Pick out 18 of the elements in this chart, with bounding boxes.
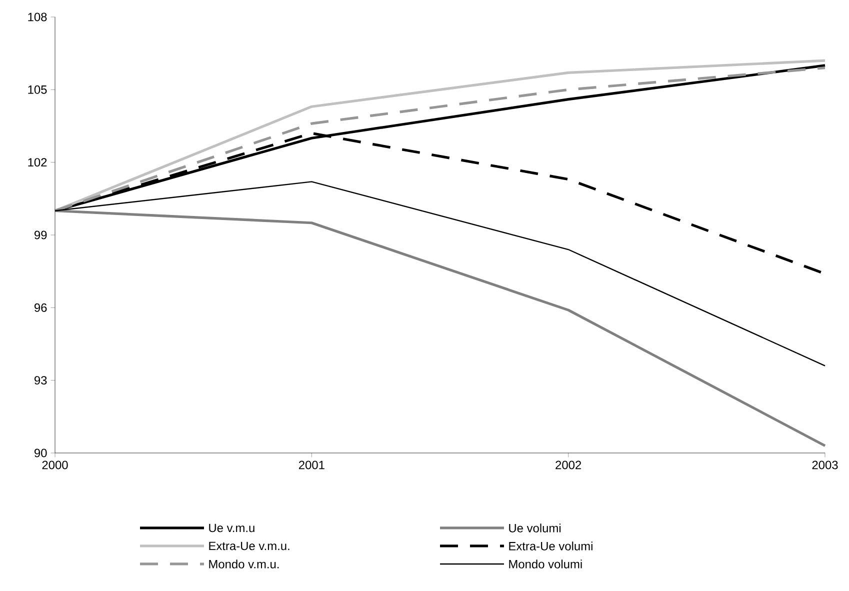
legend-label: Mondo volumi	[509, 560, 582, 568]
y-tick-label: 108	[28, 12, 47, 22]
x-tick-label: 2002	[556, 460, 582, 470]
legend-label: Mondo v.m.u.	[209, 560, 279, 568]
legend-label: Extra-Ue volumi	[509, 542, 592, 550]
y-tick-label: 90	[34, 448, 47, 458]
y-tick-label: 102	[28, 158, 47, 167]
y-tick-label: 105	[28, 85, 47, 94]
line-series	[54, 209, 826, 448]
x-tick-label: 2003	[812, 460, 838, 470]
x-tick-label: 2000	[42, 460, 68, 470]
legend-label: Extra-Ue v.m.u.	[209, 542, 290, 550]
legend-label: Ue v.m.u	[209, 524, 254, 532]
y-tick-label: 96	[34, 303, 47, 312]
x-tick-label: 2001	[298, 460, 324, 470]
y-tick-label: 99	[34, 230, 47, 240]
y-tick-label: 93	[34, 376, 47, 385]
legend-label: Ue volumi	[509, 524, 561, 532]
